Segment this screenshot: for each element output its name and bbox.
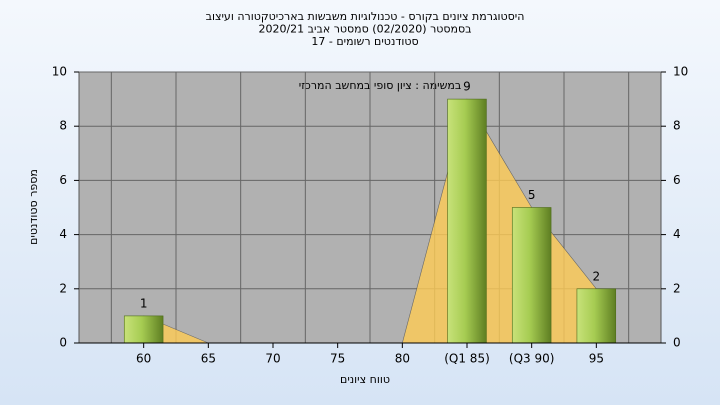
y-tick-label: 2 (59, 281, 67, 295)
y2-tick-label: 8 (673, 119, 681, 133)
y2-tick-label: 6 (673, 173, 681, 187)
x-tick-label: 75 (330, 352, 345, 366)
x-tick-label: 95 (589, 352, 604, 366)
y2-tick-label: 0 (673, 336, 681, 350)
y-tick-label: 8 (59, 119, 67, 133)
chart-title: היסטוגרמת ציונים בקורס - טכנולוגיות משבש… (206, 10, 525, 23)
bar (447, 98, 487, 344)
chart-title: סטודנטים רשומים - 17 (311, 35, 418, 48)
bar (576, 288, 617, 344)
y-tick-label: 4 (59, 227, 67, 241)
y2-tick-label: 2 (673, 281, 681, 295)
annotation: במשימה : ציון סופי במחשב המרכזי (299, 79, 462, 92)
x-tick-label: (Q1 85) (444, 352, 490, 366)
x-axis-label: טווח ציונים (340, 373, 390, 386)
bar (123, 315, 164, 344)
x-tick-label: 80 (395, 352, 410, 366)
y-tick-label: 10 (52, 65, 67, 79)
data-label: 5 (528, 188, 536, 202)
y-tick-label: 6 (59, 173, 67, 187)
y2-tick-label: 4 (673, 227, 681, 241)
x-tick-label: 65 (201, 352, 216, 366)
x-tick-label: 70 (265, 352, 280, 366)
chart-title: בסמסטר (02/2020) סמסטר אביב 2020/21 (258, 23, 471, 36)
data-label: 2 (593, 269, 601, 283)
y-tick-label: 0 (59, 336, 67, 350)
x-tick-label: 60 (136, 352, 151, 366)
x-tick-label: (Q3 90) (509, 352, 555, 366)
bar (511, 207, 552, 344)
data-label: 1 (140, 296, 148, 310)
y-axis-label: מספר סטודנטים (27, 169, 40, 245)
y2-tick-label: 10 (673, 65, 688, 79)
data-label: 9 (463, 80, 471, 94)
